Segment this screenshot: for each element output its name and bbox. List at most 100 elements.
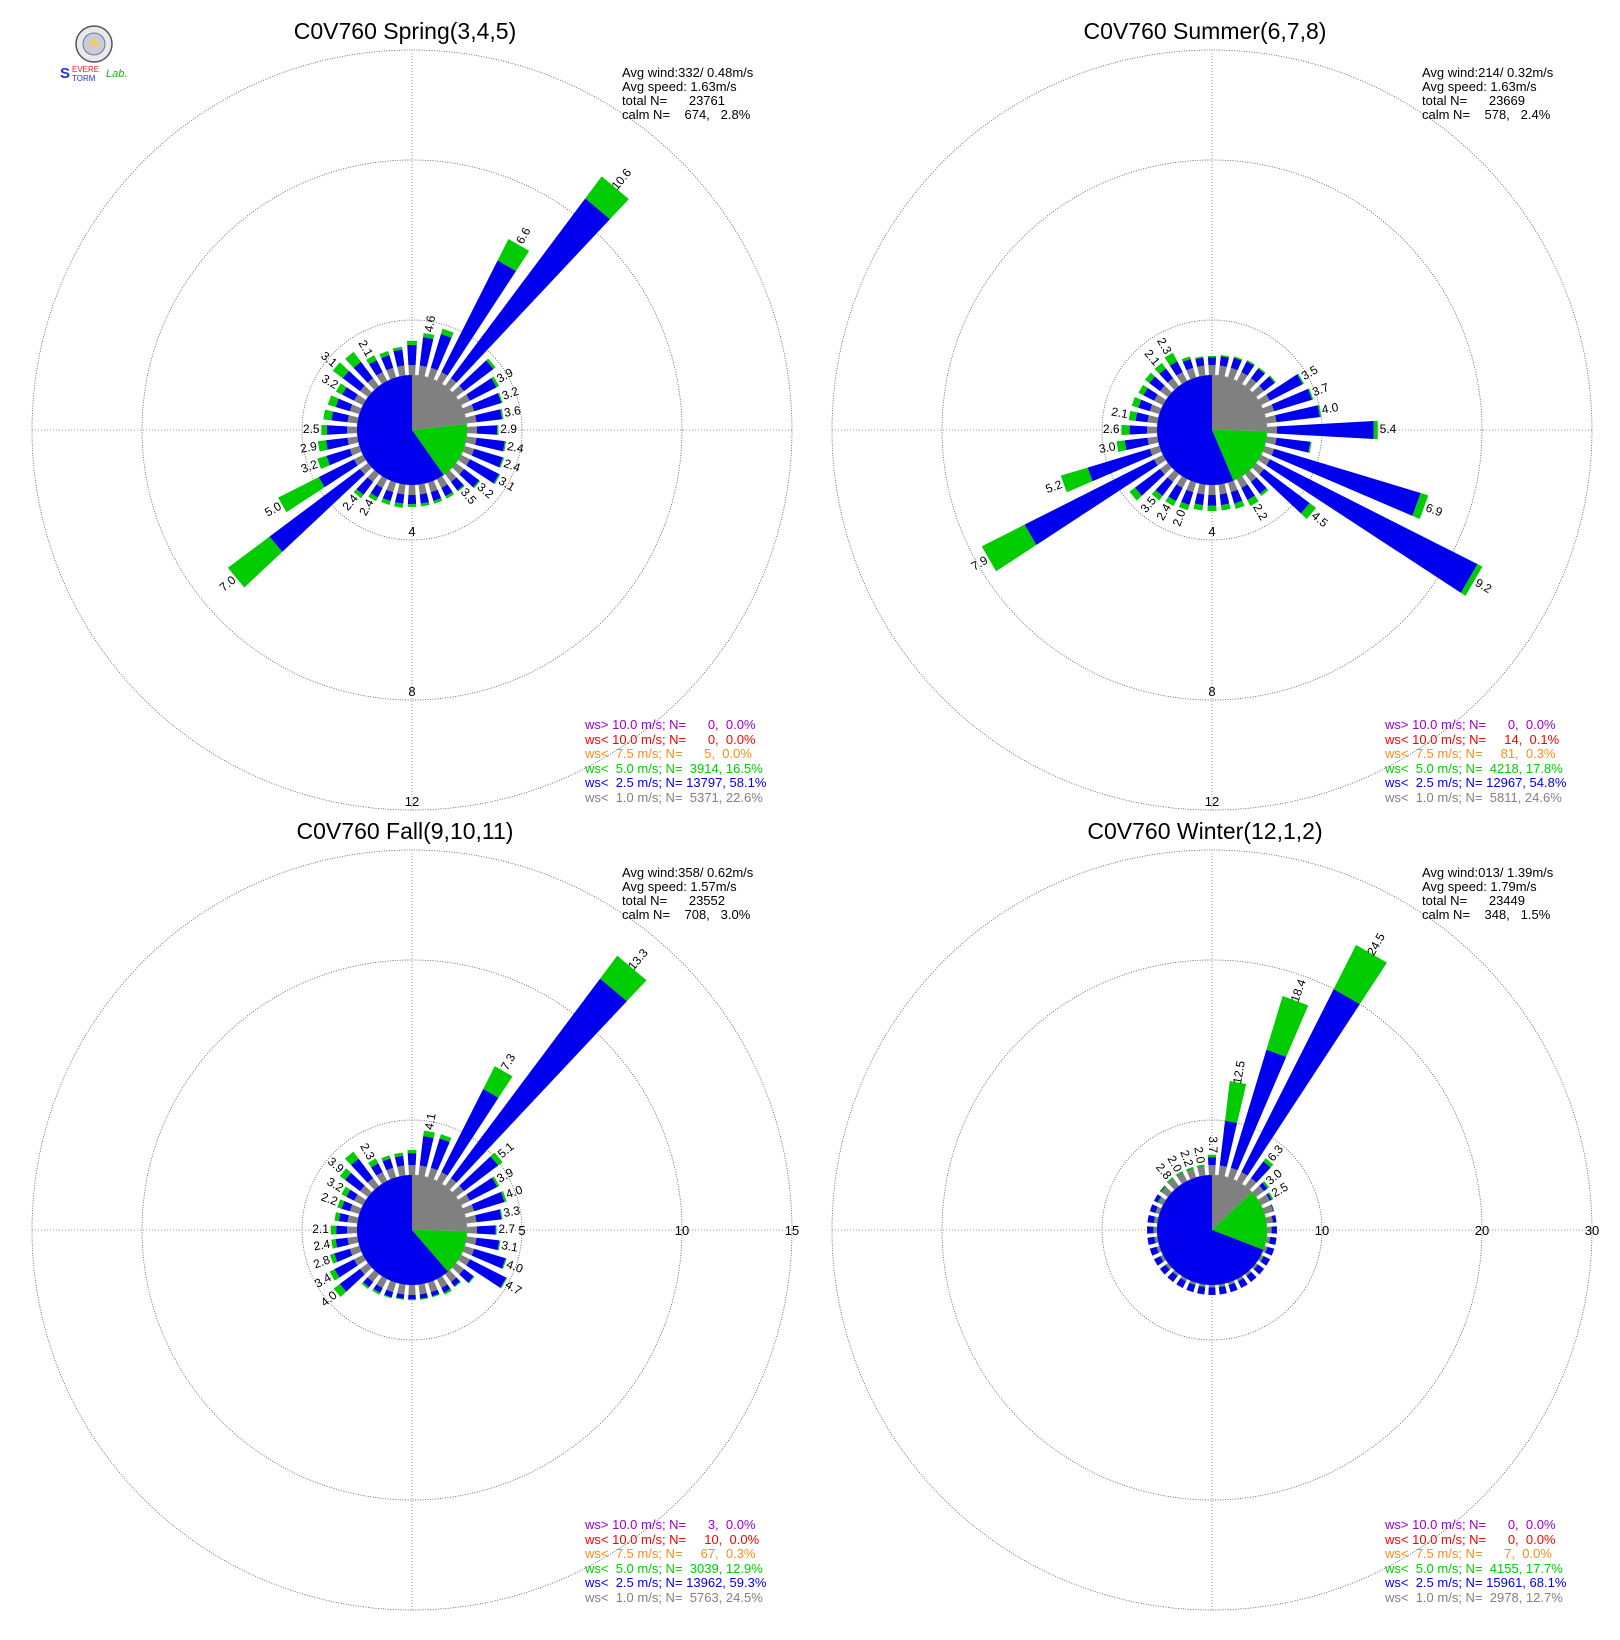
wind-rose-panel: 10 20 30 12.5 18.4 24.5 6.3 3.0 2.5 2.8 2.0 2.2 2.0 3… xyxy=(800,800,1610,1620)
petal-segment-calm xyxy=(436,371,448,384)
bar-label: 3.1 xyxy=(500,1238,519,1255)
grid-ring xyxy=(941,959,1483,1501)
wind-petal xyxy=(368,1158,388,1184)
petal-segment-lt5 xyxy=(1154,1236,1156,1244)
petal-segment-calm xyxy=(1236,1171,1248,1184)
petal-segment-lt5 xyxy=(1128,410,1138,421)
petal-segment-lt2_5 xyxy=(1219,493,1230,506)
petal-segment-lt2_5 xyxy=(331,411,349,423)
petal-segment-lt5 xyxy=(1300,503,1317,519)
petal-segment-lt5 xyxy=(1258,367,1266,374)
grid-ring xyxy=(301,319,523,541)
petal-segment-calm xyxy=(359,462,372,475)
petal-segment-lt2_5 xyxy=(1259,1182,1268,1192)
wind-petal xyxy=(444,955,647,1190)
petal-segment-lt5 xyxy=(1195,356,1204,360)
petal-segment-lt2_5 xyxy=(351,1158,374,1183)
petal-segment-lt2_5 xyxy=(342,387,358,401)
petal-segment-calm xyxy=(1176,476,1188,489)
wind-petal xyxy=(452,1152,503,1198)
petal-segment-lt5 xyxy=(1207,505,1217,511)
petal-segment-calm xyxy=(1236,371,1248,384)
petal-segment-calm xyxy=(397,365,406,377)
petal-segment-lt5 xyxy=(1233,356,1243,361)
wind-petal xyxy=(331,1236,359,1249)
petal-segment-lt2_5 xyxy=(1024,459,1158,545)
petal-segment-lt5 xyxy=(420,1297,429,1300)
wind-petal xyxy=(381,480,397,506)
wind-petal xyxy=(1131,396,1162,415)
petal-segment-lt5 xyxy=(1159,1256,1164,1262)
ring-label: 20 xyxy=(1475,1223,1489,1238)
calm-pie-slice xyxy=(1212,1192,1267,1250)
petal-segment-lt2_5 xyxy=(325,437,349,450)
wind-petal xyxy=(1262,445,1429,520)
bar-label: 2.6 xyxy=(1103,422,1120,436)
wind-petal xyxy=(1185,1166,1197,1180)
wind-petal xyxy=(327,395,362,415)
petal-segment-lt5 xyxy=(483,1066,513,1098)
wind-petal xyxy=(1116,436,1159,452)
petal-segment-lt5 xyxy=(1246,1271,1252,1277)
petal-segment-lt2_5 xyxy=(475,437,505,452)
petal-segment-lt2_5 xyxy=(393,349,405,367)
petal-segment-lt2_5 xyxy=(407,344,417,366)
petal-segment-lt5 xyxy=(1175,1171,1183,1177)
petal-segment-lt5 xyxy=(394,1152,404,1158)
petal-segment-lt5 xyxy=(1116,440,1127,452)
panel-title: C0V760 Winter(12,1,2) xyxy=(1087,818,1323,844)
wind-rose-svg: 5 10 154.17.313.35.13.94.03.32.73.14.04.74… xyxy=(31,849,799,1611)
calm-pie-slice xyxy=(1212,1175,1252,1230)
bar-label: 3.1 xyxy=(496,474,518,495)
petal-segment-lt5 xyxy=(503,441,507,452)
stats-line: Avg speed: 1.63m/s xyxy=(622,79,737,94)
grid-ring xyxy=(31,849,793,1611)
stats-line: calm N= 708, 3.0% xyxy=(622,907,751,922)
wind-petal xyxy=(1266,1226,1277,1234)
wind-petal xyxy=(1262,1245,1275,1256)
petal-segment-lt2_5 xyxy=(419,337,434,367)
petal-segment-lt5 xyxy=(432,1293,440,1298)
petal-segment-calm xyxy=(458,1254,471,1266)
petal-segment-lt2_5 xyxy=(1147,1215,1156,1224)
petal-segment-calm xyxy=(1208,484,1216,495)
wind-petal xyxy=(1178,480,1197,511)
wind-petal xyxy=(1262,388,1314,415)
petal-segment-calm xyxy=(1252,385,1265,398)
petal-segment-lt5 xyxy=(497,238,530,272)
wind-petal xyxy=(1227,480,1245,509)
petal-segment-lt2_5 xyxy=(1197,1285,1206,1295)
wind-petal xyxy=(1258,1254,1271,1266)
stats-block: Avg wind:358/ 0.62m/s Avg speed: 1.57m/s t… xyxy=(622,866,753,922)
petal-segment-lt5 xyxy=(379,351,390,358)
petal-segment-lt2_5 xyxy=(419,493,429,504)
petal-segment-lt2_5 xyxy=(1194,493,1205,506)
petal-segment-lt5 xyxy=(1270,1204,1274,1212)
wind-petal xyxy=(1129,462,1172,501)
petal-segment-lt2_5 xyxy=(1176,1277,1187,1289)
legend: ws> 10.0 m/s; N= 3, 0.0% ws< 10.0 m/s; N=… xyxy=(585,1517,766,1605)
bar-label: 6.9 xyxy=(1424,501,1445,520)
petal-segment-calm xyxy=(1227,367,1238,380)
wind-petal xyxy=(366,355,388,384)
wind-petal xyxy=(1159,1185,1172,1198)
petal-segment-calm xyxy=(427,1167,438,1180)
wind-petal xyxy=(458,376,500,406)
petal-segment-calm xyxy=(1149,404,1162,415)
petal-segment-lt2_5 xyxy=(471,1248,506,1269)
wind-petal xyxy=(335,383,366,406)
wind-petal xyxy=(1218,483,1231,511)
petal-segment-lt5 xyxy=(1308,388,1314,400)
petal-segment-lt5 xyxy=(332,362,349,379)
petal-segment-calm xyxy=(397,1165,406,1177)
wind-petal xyxy=(466,1225,497,1235)
petal-segment-lt2_5 xyxy=(1138,399,1153,412)
petal-segment-lt5 xyxy=(395,1297,404,1300)
panel-title: C0V760 Fall(9,10,11) xyxy=(296,818,514,844)
wind-petal xyxy=(1147,1215,1159,1224)
wind-petal xyxy=(1195,356,1206,377)
legend-item: ws< 7.5 m/s; N= 67, 0.3% xyxy=(585,1546,756,1561)
wind-petal xyxy=(458,454,501,485)
petal-segment-lt5 xyxy=(1268,1236,1271,1244)
petal-segment-lt2_5 xyxy=(1218,1285,1227,1295)
